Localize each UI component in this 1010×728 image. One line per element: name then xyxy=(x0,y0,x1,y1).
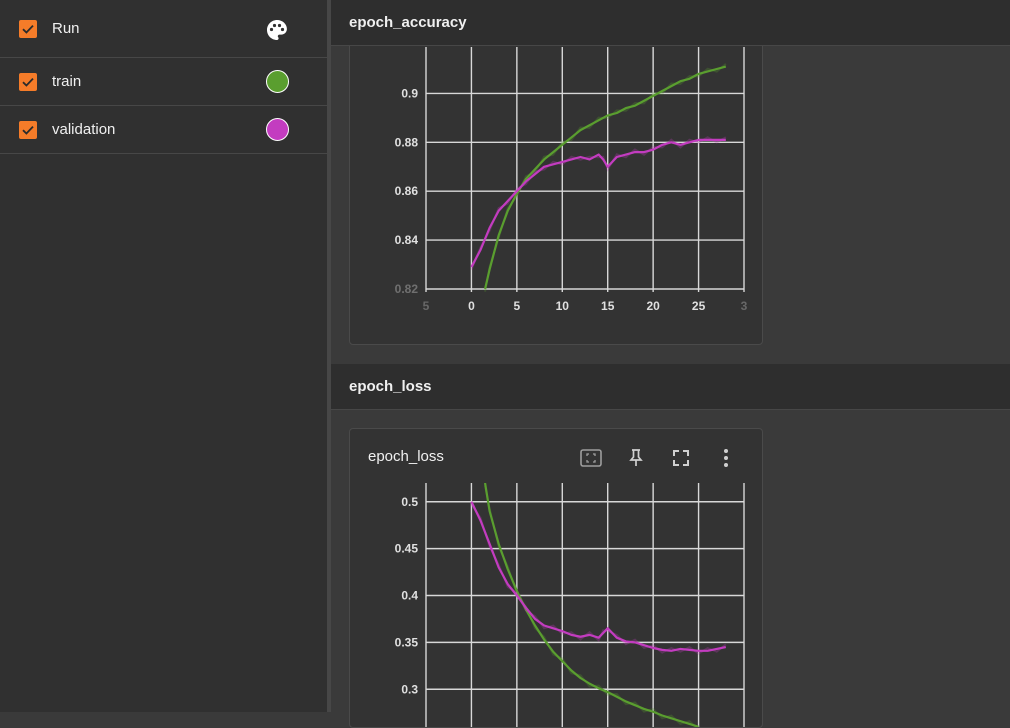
chart-series xyxy=(470,483,727,727)
x-tick-label: 0 xyxy=(468,299,475,313)
y-tick-label: 0.86 xyxy=(395,184,419,198)
run-label-validation: validation xyxy=(52,121,116,138)
more-options-button[interactable] xyxy=(703,445,748,471)
y-tick-label: 0.84 xyxy=(395,233,419,247)
check-icon xyxy=(22,125,34,135)
y-tick-label: 0.88 xyxy=(395,135,419,149)
loss-chart[interactable]: 0.5 0.45 0.4 0.35 0.3 xyxy=(350,429,763,728)
x-tick-label: 3 xyxy=(741,299,748,313)
fullscreen-button[interactable] xyxy=(658,445,703,471)
run-color-swatch-validation[interactable] xyxy=(266,118,289,141)
series-raw-validation xyxy=(470,503,727,655)
chart-card-loss: epoch_loss xyxy=(349,428,763,728)
runs-header-label: Run xyxy=(52,20,80,37)
run-checkbox-train[interactable] xyxy=(19,72,37,91)
check-icon xyxy=(22,77,34,87)
runs-sidebar: Run train validation xyxy=(0,0,327,712)
chart-grid xyxy=(425,47,745,292)
pin-card-button[interactable] xyxy=(613,445,658,471)
runs-header-row: Run xyxy=(0,0,327,58)
series-raw-validation xyxy=(470,136,727,271)
fullscreen-icon xyxy=(672,450,689,466)
y-tick-label: 0.4 xyxy=(401,589,418,603)
x-tick-label: 10 xyxy=(556,299,570,313)
y-tick-label: 0.82 xyxy=(395,282,419,296)
palette-icon[interactable] xyxy=(265,18,289,42)
x-tick-label: 5 xyxy=(514,299,521,313)
accuracy-chart[interactable]: 0.9 0.88 0.86 0.84 0.82 5 0 5 10 15 20 25 3 xyxy=(350,21,763,345)
y-tick-label: 0.3 xyxy=(401,682,418,696)
run-checkbox-validation[interactable] xyxy=(19,120,37,139)
x-tick-label: 15 xyxy=(601,299,615,313)
more-vert-icon xyxy=(723,449,728,467)
series-line-validation[interactable] xyxy=(470,138,726,268)
y-tick-label: 0.45 xyxy=(395,542,419,556)
series-line-train[interactable] xyxy=(483,65,727,290)
series-line-validation[interactable] xyxy=(470,501,727,652)
series-raw-train xyxy=(484,63,727,292)
toggle-selection-button[interactable] xyxy=(568,445,613,471)
select-all-runs-checkbox[interactable] xyxy=(19,19,37,38)
run-color-swatch-train[interactable] xyxy=(266,70,289,93)
group-title-loss: epoch_loss xyxy=(349,378,432,395)
selection-icon xyxy=(579,449,602,467)
chart-grid xyxy=(425,483,745,727)
group-header-loss[interactable]: epoch_loss xyxy=(331,364,1010,410)
y-tick-label: 0.5 xyxy=(401,495,418,509)
y-tick-label: 0.35 xyxy=(395,635,419,649)
x-tick-label: 20 xyxy=(646,299,660,313)
y-tick-label: 0.9 xyxy=(401,86,418,100)
run-row-validation: validation xyxy=(0,106,327,154)
card-title-loss: epoch_loss xyxy=(368,448,444,465)
chart-card-accuracy: 0.9 0.88 0.86 0.84 0.82 5 0 5 10 15 20 25 3 xyxy=(349,20,763,345)
scalars-main-panel: epoch_accuracy 0.9 0.88 0.86 0.84 0.82 5 0 5 10 1… xyxy=(331,0,1010,728)
group-header-accuracy-overlay: epoch_accuracy xyxy=(331,0,1010,46)
x-tick-label: 25 xyxy=(692,299,706,313)
chart-series xyxy=(470,63,727,292)
card-toolbar xyxy=(568,445,748,471)
group-title-accuracy-text: epoch_accuracy xyxy=(349,14,467,31)
check-icon xyxy=(22,24,34,34)
sidebar-resize-handle[interactable] xyxy=(327,0,331,712)
pin-icon xyxy=(628,449,643,466)
run-label-train: train xyxy=(52,73,82,90)
run-row-train: train xyxy=(0,58,327,106)
x-tick-label: 5 xyxy=(423,299,430,313)
